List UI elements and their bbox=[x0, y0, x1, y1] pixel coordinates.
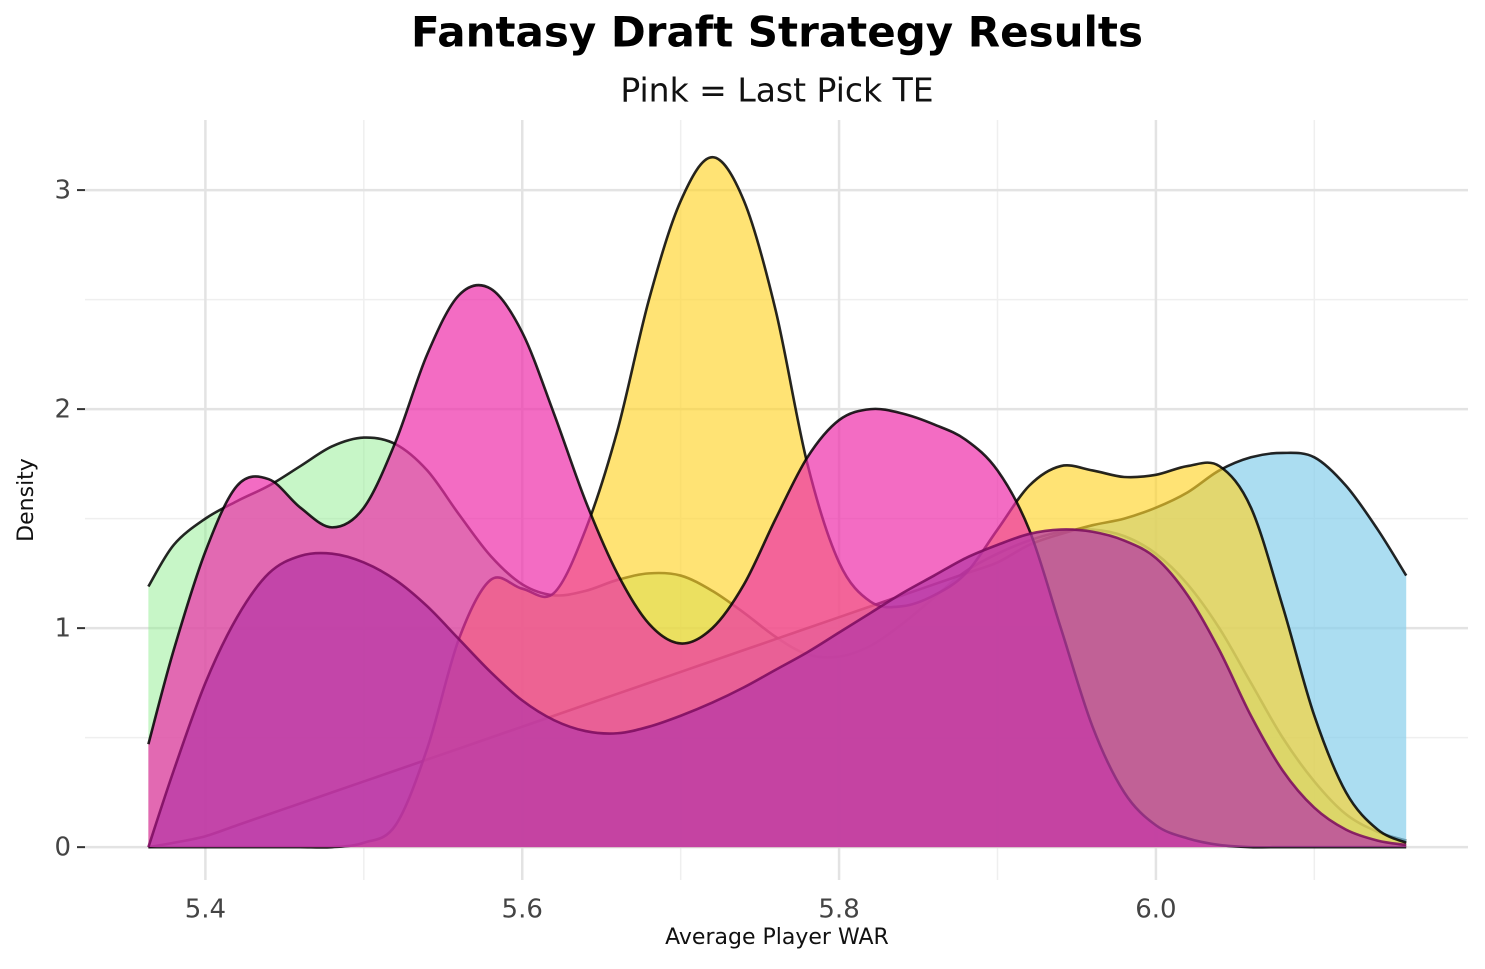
chart-subtitle: Pink = Last Pick TE bbox=[620, 71, 933, 110]
x-tick-label: 5.8 bbox=[818, 895, 859, 925]
y-tick-label: 3 bbox=[54, 176, 71, 206]
x-tick-label: 6.0 bbox=[1135, 895, 1176, 925]
chart-title: Fantasy Draft Strategy Results bbox=[411, 8, 1143, 57]
density-line bbox=[147, 528, 1407, 848]
x-axis-label: Average Player WAR bbox=[665, 925, 889, 950]
y-tick-label: 1 bbox=[54, 614, 71, 644]
x-tick-label: 5.4 bbox=[185, 895, 226, 925]
density-area bbox=[148, 529, 1407, 848]
y-axis-label: Density bbox=[14, 458, 39, 542]
y-tick-label: 2 bbox=[54, 395, 71, 425]
axes: 5.4 5.6 5.8 6.0 0 1 2 3 bbox=[54, 176, 1176, 925]
plot-area bbox=[147, 155, 1408, 849]
x-tick-label: 5.6 bbox=[502, 895, 543, 925]
y-tick-label: 0 bbox=[54, 833, 71, 863]
